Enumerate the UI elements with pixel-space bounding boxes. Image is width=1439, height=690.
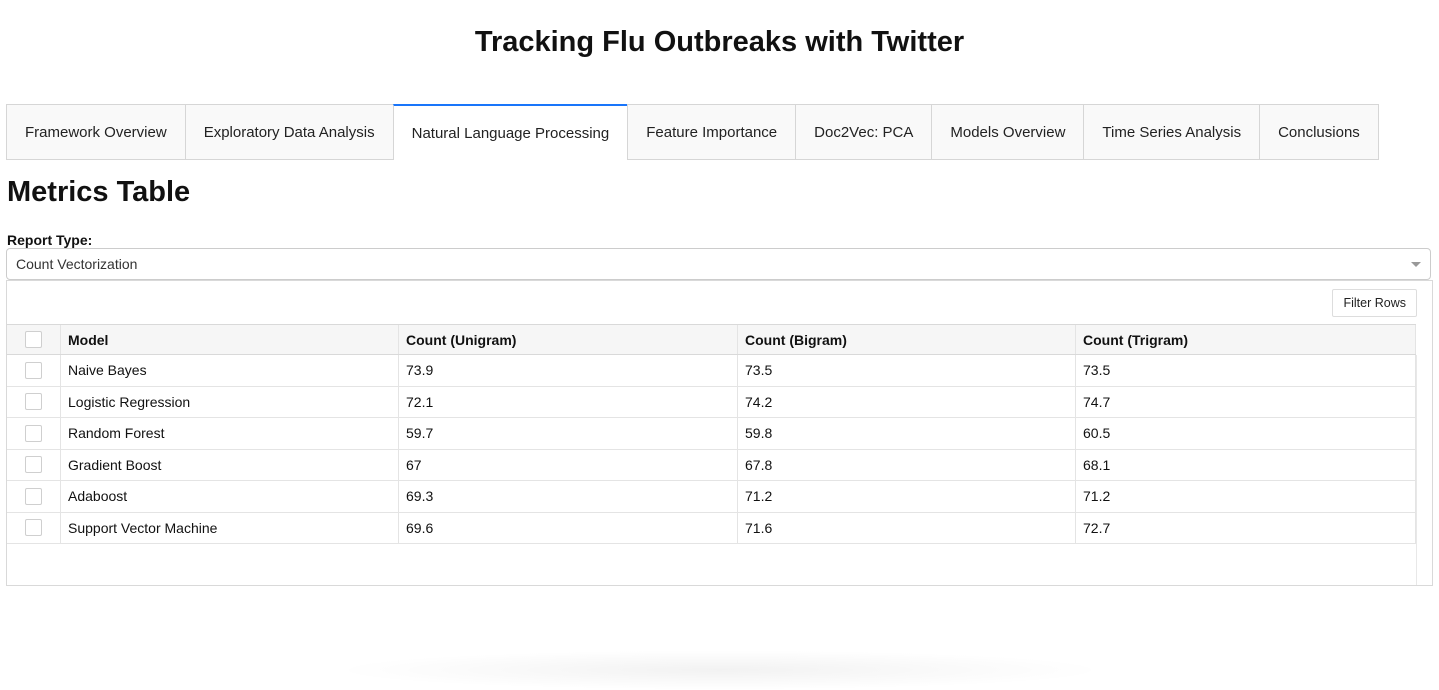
- cell-model: Logistic Regression: [61, 386, 399, 417]
- column-header-bigram[interactable]: Count (Bigram): [738, 325, 1076, 354]
- column-header-trigram[interactable]: Count (Trigram): [1076, 325, 1416, 354]
- tab-exploratory-data-analysis[interactable]: Exploratory Data Analysis: [184, 104, 393, 160]
- table-row: Random Forest 59.7 59.8 60.5: [7, 418, 1416, 450]
- tab-doc2vec-pca[interactable]: Doc2Vec: PCA: [795, 104, 932, 160]
- tab-bar: Framework Overview Exploratory Data Anal…: [6, 104, 1379, 160]
- row-select-cell: [7, 418, 61, 449]
- cell-bigram: 73.5: [738, 355, 1076, 386]
- cell-trigram: 71.2: [1076, 481, 1416, 512]
- cell-trigram: 60.5: [1076, 418, 1416, 449]
- row-checkbox[interactable]: [25, 424, 42, 442]
- row-select-cell: [7, 355, 61, 386]
- tab-framework-overview[interactable]: Framework Overview: [6, 104, 185, 160]
- filter-rows-button[interactable]: Filter Rows: [1332, 289, 1417, 317]
- table-row: Logistic Regression 72.1 74.2 74.7: [7, 386, 1416, 418]
- cell-unigram: 67: [399, 449, 738, 480]
- column-header-unigram[interactable]: Count (Unigram): [399, 325, 738, 354]
- cell-bigram: 74.2: [738, 386, 1076, 417]
- cell-model: Adaboost: [61, 481, 399, 512]
- row-checkbox[interactable]: [25, 361, 42, 379]
- row-select-cell: [7, 386, 61, 417]
- metrics-table: Filter Rows Model Count (Unigram) Count …: [6, 280, 1433, 586]
- cell-trigram: 73.5: [1076, 355, 1416, 386]
- cell-model: Support Vector Machine: [61, 512, 399, 543]
- cell-unigram: 69.6: [399, 512, 738, 543]
- chevron-down-icon: [1411, 262, 1421, 267]
- cell-bigram: 71.6: [738, 512, 1076, 543]
- tab-conclusions[interactable]: Conclusions: [1259, 104, 1379, 160]
- report-type-value: Count Vectorization: [16, 256, 138, 272]
- cell-bigram: 59.8: [738, 418, 1076, 449]
- row-select-cell: [7, 512, 61, 543]
- bottom-shadow: [330, 650, 1110, 690]
- row-checkbox[interactable]: [25, 456, 42, 474]
- cell-bigram: 67.8: [738, 449, 1076, 480]
- cell-trigram: 72.7: [1076, 512, 1416, 543]
- cell-trigram: 68.1: [1076, 449, 1416, 480]
- table-row: Naive Bayes 73.9 73.5 73.5: [7, 355, 1416, 387]
- select-all-checkbox[interactable]: [25, 331, 42, 348]
- table-row: Adaboost 69.3 71.2 71.2: [7, 481, 1416, 513]
- section-title: Metrics Table: [7, 176, 191, 208]
- table-scrollbar[interactable]: [1416, 355, 1432, 585]
- table-row: Gradient Boost 67 67.8 68.1: [7, 449, 1416, 481]
- table-header: Model Count (Unigram) Count (Bigram) Cou…: [7, 324, 1416, 355]
- row-checkbox[interactable]: [25, 519, 42, 537]
- tab-time-series-analysis[interactable]: Time Series Analysis: [1083, 104, 1260, 160]
- row-select-cell: [7, 449, 61, 480]
- cell-unigram: 69.3: [399, 481, 738, 512]
- tab-models-overview[interactable]: Models Overview: [931, 104, 1084, 160]
- select-all-cell: [7, 325, 61, 354]
- cell-bigram: 71.2: [738, 481, 1076, 512]
- tab-natural-language-processing[interactable]: Natural Language Processing: [392, 104, 628, 160]
- page-title: Tracking Flu Outbreaks with Twitter: [474, 26, 965, 58]
- row-checkbox[interactable]: [25, 393, 42, 411]
- cell-unigram: 73.9: [399, 355, 738, 386]
- report-type-label: Report Type:: [7, 232, 93, 248]
- report-type-dropdown[interactable]: Count Vectorization: [6, 248, 1431, 280]
- column-header-model[interactable]: Model: [61, 325, 399, 354]
- table-body: Naive Bayes 73.9 73.5 73.5 Logistic Regr…: [7, 355, 1416, 544]
- cell-model: Naive Bayes: [61, 355, 399, 386]
- cell-unigram: 59.7: [399, 418, 738, 449]
- cell-unigram: 72.1: [399, 386, 738, 417]
- row-checkbox[interactable]: [25, 487, 42, 505]
- table-row: Support Vector Machine 69.6 71.6 72.7: [7, 512, 1416, 544]
- cell-trigram: 74.7: [1076, 386, 1416, 417]
- cell-model: Gradient Boost: [61, 449, 399, 480]
- tab-feature-importance[interactable]: Feature Importance: [627, 104, 796, 160]
- cell-model: Random Forest: [61, 418, 399, 449]
- row-select-cell: [7, 481, 61, 512]
